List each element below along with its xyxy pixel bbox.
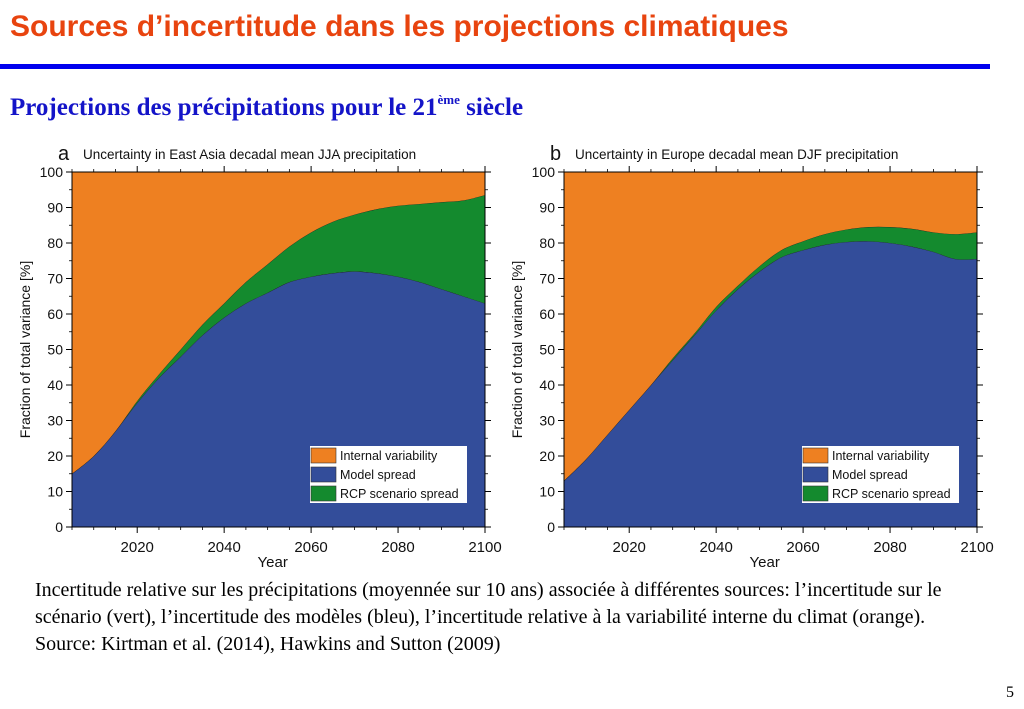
legend-swatch-model-spread [802,466,829,483]
legend-label: Internal variability [832,449,930,463]
y-tick-label: 0 [55,519,63,535]
x-tick-label: 2100 [960,539,993,556]
x-tick-label: 2080 [381,539,414,556]
y-tick-label: 40 [47,377,63,393]
legend-row-bg [310,465,467,484]
chart-europe: 0 10 20 30 40 50 60 70 80 90 100 2020 2040 2060 2080 21… [509,143,994,571]
y-tick-label: 80 [47,235,63,251]
y-tick-label: 0 [547,519,555,535]
panel-letter: b [550,143,561,165]
legend-swatch-rcp-scenario-spread [802,485,829,502]
legend-swatch-internal-variability [802,447,829,464]
y-tick-label: 10 [539,484,555,500]
legend-row-bg [802,446,959,465]
y-tick-label: 70 [47,271,63,287]
y-axis-label: Fraction of total variance [%] [17,261,33,438]
legend-row-bg [310,484,467,503]
chart-title: Uncertainty in Europe decadal mean DJF p… [575,147,898,162]
x-tick-label: 2040 [699,539,732,556]
y-tick-label: 80 [539,235,555,251]
subtitle-main: Projections des précipitations pour le 2… [10,94,438,121]
legend-row-bg [802,465,959,484]
chart-title: Uncertainty in East Asia decadal mean JJ… [83,147,416,162]
y-tick-label: 100 [40,164,64,180]
x-tick-label: 2020 [613,539,646,556]
y-tick-label: 20 [47,448,63,464]
y-tick-label: 50 [47,342,63,358]
figure-caption: Incertitude relative sur les précipitati… [35,579,942,655]
title-rule [0,64,990,69]
x-axis-label: Year [750,554,780,571]
y-tick-label: 50 [539,342,555,358]
area-internal-variability [72,172,485,474]
x-tick-label: 2040 [207,539,240,556]
y-tick-label: 20 [539,448,555,464]
x-tick-label: 2080 [873,539,906,556]
y-tick-label: 90 [47,200,63,216]
y-tick-label: 70 [539,271,555,287]
y-tick-label: 60 [539,306,555,322]
chart-east-asia: 0 10 20 30 40 50 60 70 80 90 100 2020 2040 2060 2080 21… [17,143,502,571]
legend: Internal variability Model spread RCP scen… [802,446,959,503]
slide-title: Sources d’incertitude dans les projectio… [10,10,789,43]
x-axis-label: Year [258,554,288,571]
legend-label: Model spread [832,468,908,482]
legend-row-bg [310,446,467,465]
subtitle-superscript: ème [437,92,460,107]
page-number: 5 [1006,684,1014,701]
area-rcp-scenario-spread [72,195,485,474]
y-tick-label: 100 [532,164,556,180]
legend-row-bg [802,484,959,503]
x-tick-label: 2060 [786,539,819,556]
y-tick-label: 40 [539,377,555,393]
legend-label: RCP scenario spread [340,487,459,501]
y-tick-label: 30 [47,413,63,429]
subtitle: Projections des précipitations pour le 2… [10,92,524,122]
y-tick-label: 60 [47,306,63,322]
area-rcp-scenario-spread [564,226,977,481]
legend-swatch-rcp-scenario-spread [310,485,337,502]
x-tick-label: 2100 [468,539,501,556]
legend-label: Internal variability [340,449,438,463]
legend-label: RCP scenario spread [832,487,951,501]
area-internal-variability [564,172,977,481]
y-tick-label: 90 [539,200,555,216]
y-tick-label: 30 [539,413,555,429]
x-tick-label: 2060 [294,539,327,556]
y-tick-label: 10 [47,484,63,500]
subtitle-end: siècle [459,94,524,121]
legend-label: Model spread [340,468,416,482]
y-axis-label: Fraction of total variance [%] [509,261,525,438]
legend: Internal variability Model spread RCP scen… [310,446,467,503]
x-tick-label: 2020 [121,539,154,556]
panel-letter: a [58,143,70,165]
legend-swatch-internal-variability [310,447,337,464]
legend-swatch-model-spread [310,466,337,483]
